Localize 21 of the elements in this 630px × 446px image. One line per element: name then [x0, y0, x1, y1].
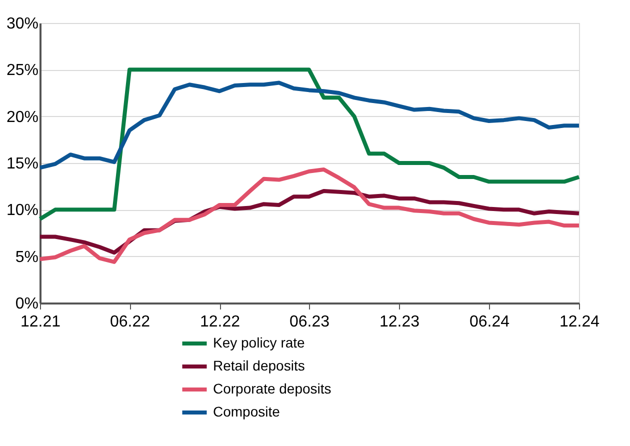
- y-tick-label: 25%: [6, 62, 38, 80]
- line-series: [38, 68, 581, 221]
- x-tick-label: 06.24: [469, 314, 510, 330]
- x-tick-label: 12.21: [20, 314, 61, 330]
- legend-label: Key policy rate: [213, 334, 306, 350]
- y-tick-label: 0%: [15, 296, 38, 312]
- y-tick-label: 15%: [6, 156, 38, 172]
- x-tick-label: 12.22: [200, 314, 240, 330]
- line-series: [38, 168, 581, 264]
- line-series: [38, 80, 581, 170]
- y-tick-label: 5%: [15, 248, 38, 266]
- y-tick-label: 30%: [6, 16, 38, 32]
- legend-label: Retail deposits: [213, 358, 305, 374]
- y-tick-label: 10%: [6, 202, 38, 220]
- x-tick-label: 12.23: [379, 314, 420, 330]
- legend-label: Composite: [213, 404, 280, 420]
- x-tick-label: 06.23: [289, 314, 330, 330]
- x-tick-label: 12.24: [559, 314, 600, 330]
- y-tick-label: 20%: [6, 108, 38, 126]
- legend-label: Corporate deposits: [213, 380, 332, 396]
- x-tick-label: 06.22: [110, 314, 150, 330]
